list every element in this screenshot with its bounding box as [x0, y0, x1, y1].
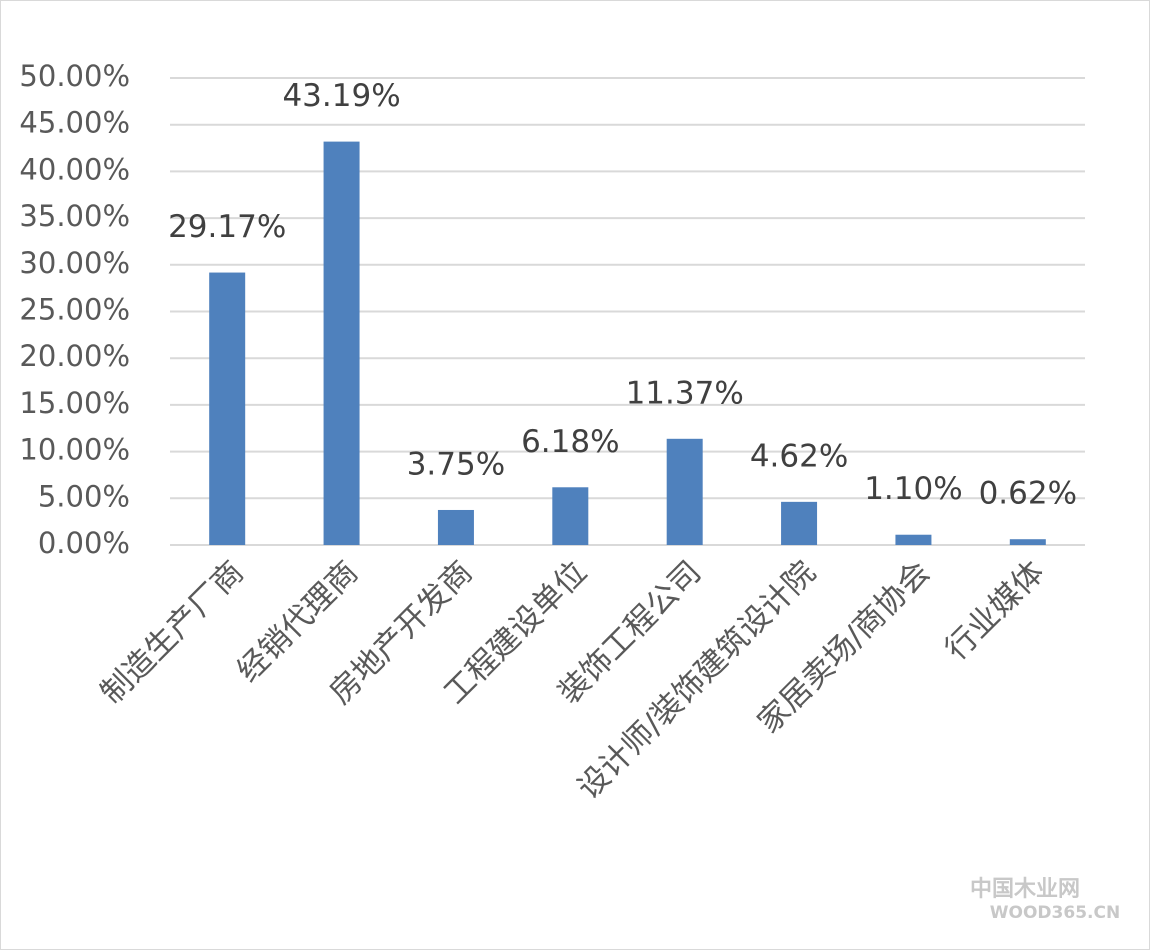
data-label: 3.75%: [407, 446, 505, 482]
y-tick-label: 0.00%: [38, 526, 130, 560]
data-label: 11.37%: [626, 375, 744, 411]
x-tick-label: 制造生产厂商: [94, 554, 251, 711]
y-tick-label: 30.00%: [19, 246, 130, 280]
watermark-subtitle: WOOD365.CN: [990, 903, 1120, 923]
x-tick-label: 行业媒体: [938, 554, 1051, 667]
y-tick-label: 10.00%: [19, 433, 130, 467]
y-tick-label: 25.00%: [19, 293, 130, 327]
bar: [209, 272, 246, 545]
data-label: 43.19%: [282, 78, 400, 114]
bar: [895, 534, 932, 545]
y-tick-label: 20.00%: [19, 339, 130, 373]
watermark-title: 中国木业网: [970, 877, 1080, 902]
bar: [1009, 539, 1046, 545]
y-tick-label: 35.00%: [19, 199, 130, 233]
bar: [323, 141, 360, 545]
data-label: 1.10%: [864, 471, 962, 507]
data-label: 4.62%: [750, 438, 848, 474]
bar: [437, 509, 474, 545]
y-tick-label: 15.00%: [19, 386, 130, 420]
y-tick-label: 40.00%: [19, 152, 130, 186]
y-tick-label: 5.00%: [38, 479, 130, 513]
bar: [666, 438, 703, 545]
y-tick-label: 45.00%: [19, 106, 130, 140]
data-label: 0.62%: [979, 476, 1077, 512]
y-tick-label: 50.00%: [19, 59, 130, 93]
bar: [781, 501, 818, 545]
data-label: 6.18%: [521, 424, 619, 460]
bar: [552, 487, 589, 545]
data-label: 29.17%: [168, 209, 286, 245]
